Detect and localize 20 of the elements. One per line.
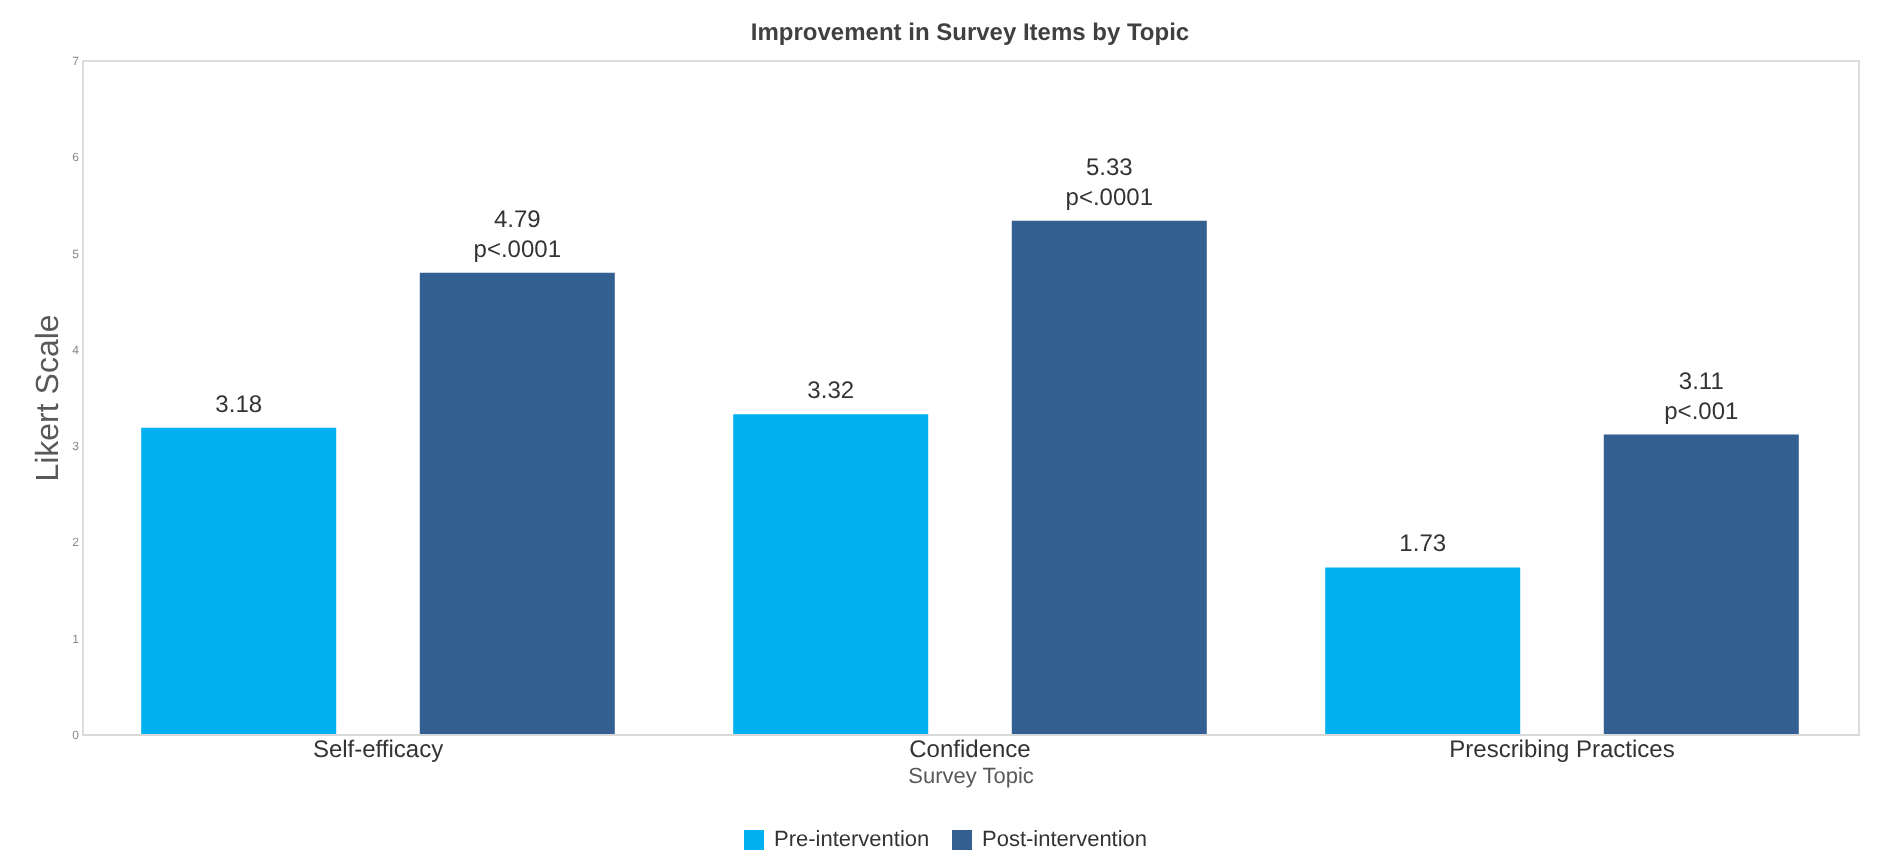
bar — [1325, 567, 1521, 734]
data-label: 3.18 — [215, 389, 263, 418]
bar — [733, 414, 929, 734]
legend-label: Post-intervention — [982, 828, 1148, 852]
chart-title: Improvement in Survey Items by Topic — [750, 18, 1190, 46]
bar — [141, 427, 337, 734]
data-label: 1.73 — [1399, 529, 1447, 558]
data-label: 3.32 — [807, 376, 855, 405]
data-label: 5.33 p<.0001 — [1065, 152, 1154, 211]
bar — [1603, 434, 1799, 734]
data-label: 4.79 p<.0001 — [473, 204, 562, 263]
x-axis-title: Survey Topic — [908, 765, 1035, 789]
bar — [419, 272, 615, 734]
bar — [1011, 220, 1207, 734]
y-axis-title: Likert Scale — [32, 314, 67, 482]
x-tick-label: Confidence — [909, 735, 1032, 763]
x-tick-label: Self-efficacy — [312, 735, 444, 763]
x-tick-label: Prescribing Practices — [1449, 735, 1675, 763]
data-label: 3.11 p<.001 — [1664, 366, 1739, 425]
legend-label: Pre-intervention — [774, 828, 930, 852]
